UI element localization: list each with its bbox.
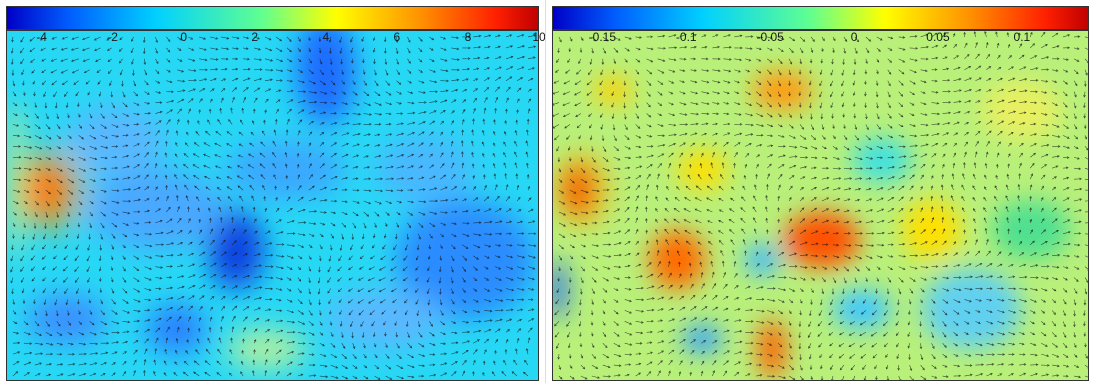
velocity-field-right-plot [553,31,1088,380]
panel-divider [545,0,546,383]
colorbar-tick-label: 6 [393,30,401,44]
colorbar-right-ticks: -0.15 -0.1 -0.05 0 0.05 0.1 [552,30,1089,46]
colorbar-left [6,6,539,30]
colorbar-tick-label: -0.05 [756,30,784,44]
velocity-arrows-right [553,31,1088,380]
quiver-arrows [10,34,537,380]
vorticity-panel-left: -4 -2 0 2 4 6 8 10 [0,0,546,383]
colorbar-tick-label: 0.05 [926,30,950,44]
velocity-field-left-plot [7,31,538,380]
colorbar-right-gradient [553,7,1088,29]
colorbar-right [552,6,1089,30]
colorbar-tick-label: 2 [251,30,259,44]
colorbar-tick-label: 0 [180,30,187,44]
colorbar-tick-label: 10 [532,30,546,44]
colorbar-tick-label: -4 [36,30,47,44]
colorbar-tick-label: 0 [850,30,858,44]
colorbar-left-gradient [7,7,538,29]
colorbar-tick-label: -2 [107,30,118,44]
colorbar-tick-label: 8 [464,30,472,44]
colorbar-tick-label: -0.15 [588,30,617,44]
colorbar-left-ticks: -4 -2 0 2 4 6 8 10 [6,30,545,46]
velocity-field-right [552,30,1089,381]
colorbar-tick-label: 0.1 [1013,30,1031,44]
colorbar-tick-label: 4 [322,30,330,44]
quiver-arrows [553,31,1088,380]
colorbar-tick-label: -0.1 [675,30,697,44]
velocity-arrows-left [10,34,537,380]
velocity-field-left [6,30,539,381]
vorticity-panel-right: -0.15 -0.1 -0.05 0 0.05 0.1 [546,0,1095,383]
